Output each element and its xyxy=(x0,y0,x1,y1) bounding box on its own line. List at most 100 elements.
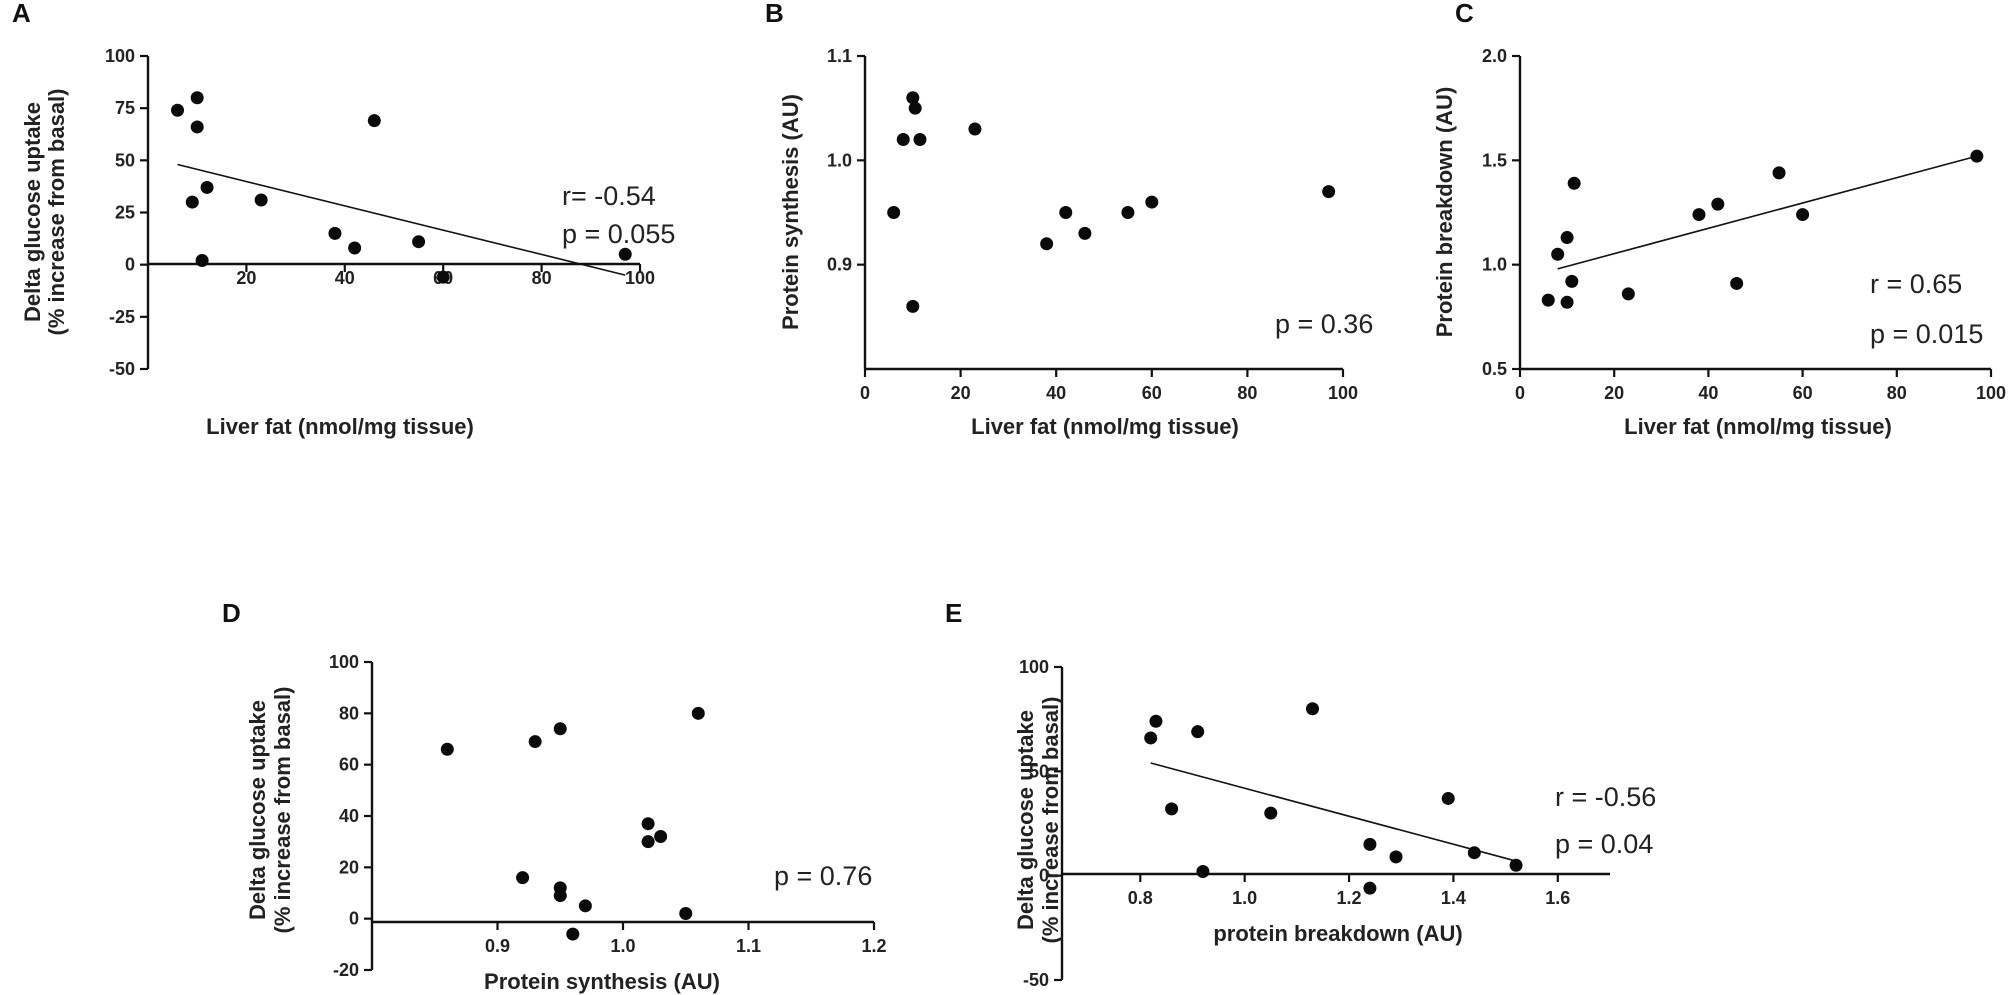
x-tick-label: 60 xyxy=(1142,383,1162,403)
data-point xyxy=(1541,293,1555,307)
data-point xyxy=(691,706,705,720)
y-tick-label: -50 xyxy=(1023,970,1049,990)
data-point xyxy=(1621,287,1635,301)
data-point xyxy=(190,91,204,105)
data-point xyxy=(1509,858,1523,872)
data-point xyxy=(896,132,910,146)
data-point xyxy=(1264,806,1278,820)
y-tick-label: 80 xyxy=(339,703,359,723)
x-tick-label: 1.1 xyxy=(736,936,761,956)
data-point xyxy=(200,180,214,194)
y-tick-label: 0.5 xyxy=(1482,359,1507,379)
panel-e: E 100 50 0 -50 0.8 1.0 1.2 1.4 1.6 protein breakdo… xyxy=(945,598,1656,990)
y-tick-label: 100 xyxy=(329,652,359,672)
data-point xyxy=(887,206,901,219)
stat-annotation: p = 0.36 xyxy=(1275,309,1373,339)
data-point xyxy=(679,907,693,921)
x-axis-label: protein breakdown (AU) xyxy=(1213,921,1462,946)
panel-letter: C xyxy=(1455,0,1474,28)
data-point xyxy=(906,91,920,105)
y-tick-label: -20 xyxy=(333,960,359,980)
y-tick-label: 0 xyxy=(349,909,359,929)
y-axis-label: Protein synthesis (AU) xyxy=(778,94,803,330)
x-tick-label: 80 xyxy=(1237,383,1257,403)
stat-annotation: p = 0.76 xyxy=(774,861,872,891)
data-point xyxy=(1149,714,1163,728)
x-tick-label: 20 xyxy=(1604,383,1624,403)
regression-line xyxy=(1557,155,1978,270)
x-tick-label: 1.0 xyxy=(610,936,635,956)
data-point xyxy=(1441,791,1455,805)
data-point xyxy=(440,742,454,756)
x-axis-label: Liver fat (nmol/mg tissue) xyxy=(1624,414,1892,439)
data-point xyxy=(618,247,632,261)
y-tick-label: 100 xyxy=(1019,657,1049,677)
data-point xyxy=(185,195,199,209)
stat-annotation: r= -0.54 xyxy=(562,181,656,211)
data-point xyxy=(968,122,982,136)
y-tick-label: 0 xyxy=(1039,866,1049,886)
y-tick-label: 1.0 xyxy=(827,150,852,170)
data-point xyxy=(1389,850,1403,864)
panel-d: D 100 80 60 40 20 0 -20 0.9 1.0 1.1 1.2 Protein synt… xyxy=(222,598,887,994)
x-tick-label: 0.9 xyxy=(485,936,510,956)
data-point xyxy=(1121,206,1135,219)
data-point xyxy=(913,132,927,146)
y-axis-label: Delta glucose uptake xyxy=(245,700,270,920)
data-point xyxy=(1191,725,1205,739)
y-tick-label: 1.0 xyxy=(1482,255,1507,275)
data-point xyxy=(1551,247,1565,261)
x-tick-label: 0 xyxy=(860,383,870,403)
data-point xyxy=(1059,206,1073,219)
data-point xyxy=(348,241,362,255)
data-point xyxy=(1796,208,1810,222)
y-tick-label: 2.0 xyxy=(1482,46,1507,66)
panel-b: B 1.1 1.0 0.9 0 20 40 60 80 100 Liver fat (nmol/mg… xyxy=(765,0,1373,439)
data-point xyxy=(1567,176,1581,190)
data-point xyxy=(528,735,542,749)
data-point xyxy=(654,830,668,844)
x-tick-label: 60 xyxy=(1793,383,1813,403)
data-point xyxy=(1363,837,1377,851)
x-tick-label: 20 xyxy=(236,268,256,288)
regression-line xyxy=(1150,762,1517,862)
y-tick-label: 100 xyxy=(105,46,135,66)
x-tick-label: 40 xyxy=(335,268,355,288)
data-point xyxy=(1560,295,1574,309)
x-tick-label: 100 xyxy=(625,268,655,288)
data-point xyxy=(1078,226,1092,240)
y-axis-label: (% increase from basal) xyxy=(44,89,69,336)
data-point xyxy=(1772,166,1786,180)
data-point xyxy=(1560,231,1574,245)
y-tick-label: 1.1 xyxy=(827,46,852,66)
data-point xyxy=(1145,195,1159,209)
data-point xyxy=(254,193,268,207)
y-tick-label: 25 xyxy=(115,203,135,223)
panel-letter: A xyxy=(12,0,31,28)
data-point xyxy=(908,101,922,115)
y-axis-label: Delta glucose uptake xyxy=(1013,710,1038,930)
data-point xyxy=(1165,802,1179,816)
y-tick-label: 20 xyxy=(339,857,359,877)
data-point xyxy=(641,835,655,849)
data-point xyxy=(1363,881,1377,895)
stat-annotation: p = 0.04 xyxy=(1555,829,1653,859)
y-axis-label: (% increase from basal) xyxy=(270,687,295,934)
data-point xyxy=(1306,702,1320,716)
y-tick-label: 0 xyxy=(125,255,135,275)
data-point xyxy=(1322,185,1336,199)
data-point xyxy=(367,114,381,128)
data-point xyxy=(1467,846,1481,860)
data-point xyxy=(1970,149,1984,163)
x-tick-label: 1.2 xyxy=(861,936,886,956)
y-tick-label: 50 xyxy=(1029,761,1049,781)
x-tick-label: 0.8 xyxy=(1128,888,1153,908)
data-point xyxy=(1040,237,1054,251)
data-point xyxy=(641,817,655,831)
x-axis-label: Liver fat (nmol/mg tissue) xyxy=(971,414,1239,439)
data-point xyxy=(906,299,920,313)
x-axis-label: Protein synthesis (AU) xyxy=(484,969,720,994)
panel-letter: E xyxy=(945,598,962,628)
data-point xyxy=(436,270,450,284)
